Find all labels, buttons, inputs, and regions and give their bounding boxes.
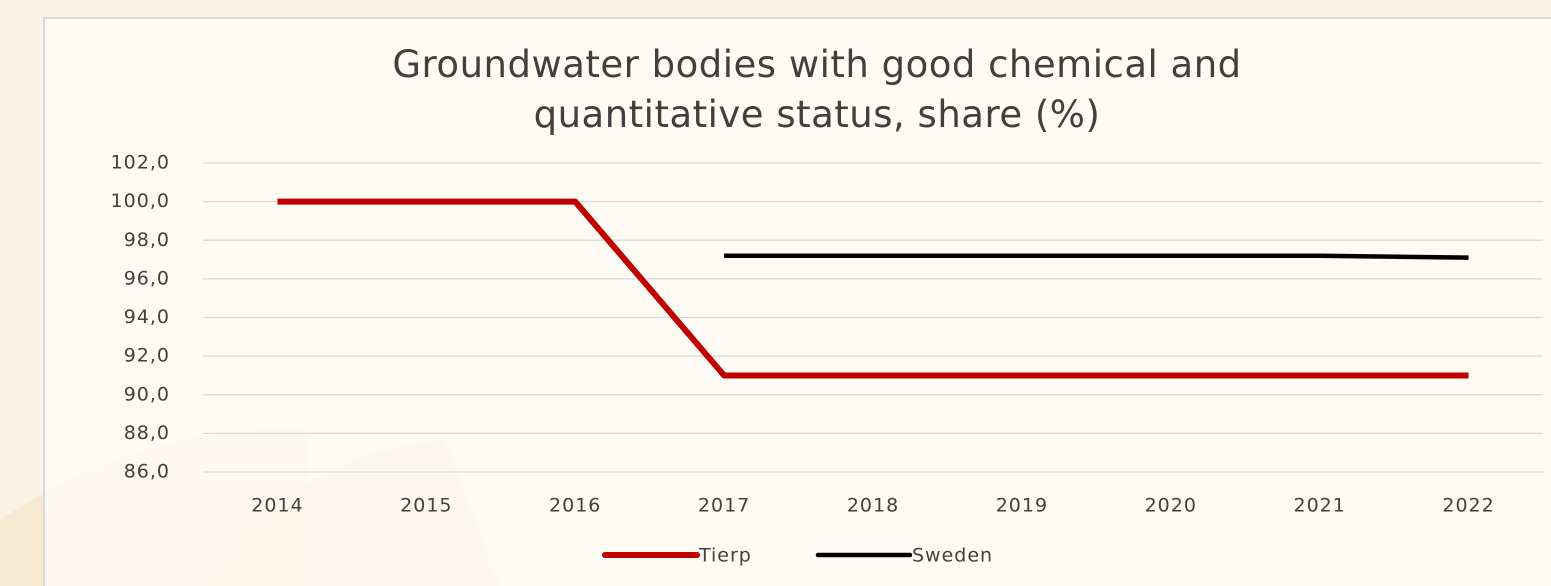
x-tick-label: 2021 <box>1293 495 1345 517</box>
x-tick-label: 2016 <box>549 495 601 517</box>
y-tick-label: 96,0 <box>124 267 170 289</box>
legend-label: Tierp <box>698 545 752 567</box>
y-tick-label: 94,0 <box>124 306 170 328</box>
x-tick-label: 2015 <box>400 495 452 517</box>
x-tick-label: 2022 <box>1442 495 1494 517</box>
y-tick-label: 102,0 <box>111 152 170 174</box>
series-line <box>724 253 1469 260</box>
chart-title: Groundwater bodies with good chemical an… <box>392 43 1242 136</box>
legend-label: Sweden <box>912 545 993 567</box>
y-tick-label: 88,0 <box>124 422 170 444</box>
y-tick-label: 90,0 <box>124 383 170 405</box>
x-tick-label: 2019 <box>996 495 1048 517</box>
y-tick-label: 86,0 <box>124 461 170 483</box>
y-tick-label: 98,0 <box>124 229 170 251</box>
x-tick-label: 2018 <box>847 495 899 517</box>
y-tick-label: 92,0 <box>124 345 170 367</box>
x-tick-label: 2014 <box>251 495 303 517</box>
x-tick-label: 2017 <box>698 495 750 517</box>
series-line <box>277 198 1469 379</box>
y-tick-label: 100,0 <box>111 190 170 212</box>
chart-frame <box>43 17 1551 586</box>
x-tick-label: 2020 <box>1145 495 1197 517</box>
